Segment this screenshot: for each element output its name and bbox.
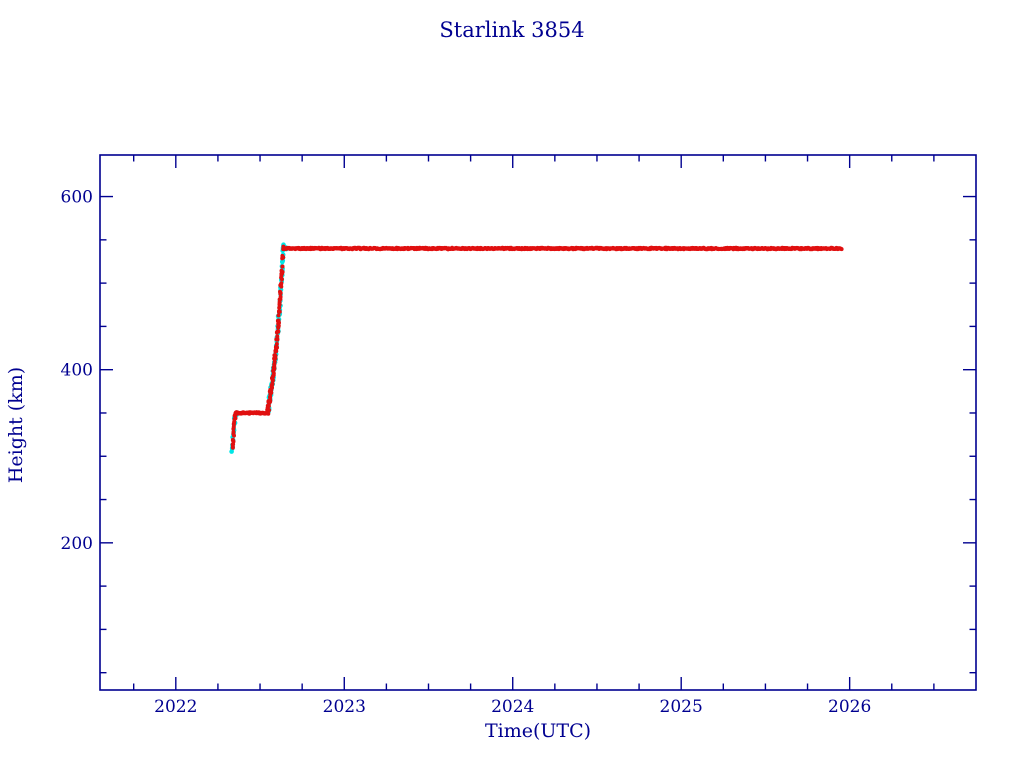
- x-tick-label: 2026: [828, 697, 871, 717]
- data-dot: [279, 277, 284, 282]
- data-dot: [279, 281, 284, 286]
- data-dot: [279, 284, 284, 289]
- data-dot: [280, 270, 285, 274]
- data-dot: [275, 345, 279, 350]
- data-dot: [276, 318, 281, 323]
- data-dot: [273, 354, 278, 359]
- data-dot: [272, 362, 277, 367]
- data-dot: [231, 429, 236, 434]
- data-dot: [276, 329, 281, 334]
- data-dot: [267, 408, 272, 413]
- data-dot: [281, 255, 286, 260]
- data-dot: [839, 247, 844, 252]
- data-dot: [230, 445, 235, 450]
- data-points: [229, 242, 844, 454]
- data-dot: [277, 309, 282, 314]
- data-dot: [278, 294, 283, 299]
- y-tick-label: 600: [61, 188, 93, 208]
- data-dot: [277, 305, 282, 310]
- data-dot: [266, 404, 271, 408]
- plot-frame: [99, 154, 977, 691]
- chart-title: Starlink 3854: [439, 18, 584, 42]
- x-tick-label: 2025: [660, 697, 703, 717]
- x-tick-label: 2024: [491, 697, 534, 717]
- data-dot: [275, 337, 280, 342]
- axis-ticks: [100, 155, 976, 690]
- x-tick-label: 2023: [323, 697, 366, 717]
- axis-tick-labels: 2022 2023 2024 2025 2026 200 400 600: [61, 188, 872, 717]
- data-dot: [270, 382, 275, 386]
- data-dot: [274, 342, 279, 346]
- data-dot: [275, 334, 280, 339]
- data-dot: [276, 313, 281, 318]
- y-tick-label: 200: [61, 534, 93, 554]
- data-dot: [278, 291, 283, 296]
- data-dot: [230, 442, 235, 447]
- data-dot: [277, 302, 282, 307]
- y-tick-label: 400: [61, 361, 93, 381]
- data-dot: [280, 264, 285, 269]
- y-axis-label: Height (km): [5, 367, 27, 483]
- data-dot: [230, 438, 235, 443]
- x-axis-label: Time(UTC): [485, 720, 591, 742]
- data-dot: [268, 398, 273, 403]
- data-dot: [276, 323, 281, 328]
- observed-heights-red: [230, 244, 844, 450]
- x-tick-label: 2022: [154, 697, 197, 717]
